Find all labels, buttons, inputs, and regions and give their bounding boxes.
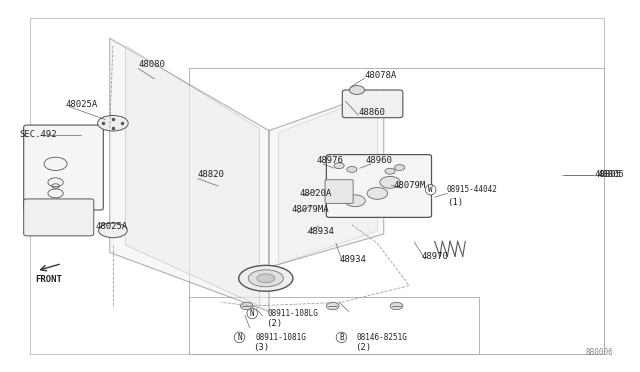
FancyBboxPatch shape bbox=[24, 125, 103, 210]
Ellipse shape bbox=[248, 270, 284, 287]
Text: 48970: 48970 bbox=[422, 251, 449, 261]
FancyBboxPatch shape bbox=[325, 180, 353, 203]
Text: N: N bbox=[237, 333, 242, 342]
Circle shape bbox=[241, 302, 253, 310]
Text: 48805: 48805 bbox=[597, 170, 624, 179]
Text: 08915-44042: 08915-44042 bbox=[446, 185, 497, 194]
Circle shape bbox=[394, 164, 404, 170]
Text: 48025A: 48025A bbox=[96, 222, 128, 231]
Text: 48934: 48934 bbox=[307, 227, 334, 235]
Circle shape bbox=[332, 184, 353, 196]
Text: 48860: 48860 bbox=[358, 108, 385, 117]
Text: 48079MA: 48079MA bbox=[291, 205, 329, 215]
Text: 08911-1081G: 08911-1081G bbox=[255, 333, 306, 342]
Circle shape bbox=[349, 86, 365, 94]
Ellipse shape bbox=[98, 115, 128, 131]
Ellipse shape bbox=[239, 265, 293, 291]
Text: 08911-108LG: 08911-108LG bbox=[268, 309, 319, 318]
Polygon shape bbox=[109, 38, 269, 311]
Ellipse shape bbox=[99, 223, 127, 238]
Text: FRONT: FRONT bbox=[36, 275, 63, 283]
Text: 48960: 48960 bbox=[366, 155, 393, 165]
Text: (1): (1) bbox=[447, 198, 463, 207]
Text: 48078A: 48078A bbox=[365, 71, 397, 80]
Text: 48020A: 48020A bbox=[300, 189, 332, 198]
Circle shape bbox=[380, 176, 400, 188]
Text: 48025A: 48025A bbox=[65, 100, 97, 109]
Bar bbox=[189, 68, 604, 354]
Circle shape bbox=[385, 168, 395, 174]
Text: 880006: 880006 bbox=[586, 347, 613, 357]
Text: 48934: 48934 bbox=[339, 255, 366, 264]
Circle shape bbox=[345, 195, 365, 207]
Text: 48079M: 48079M bbox=[394, 182, 426, 190]
Text: (2): (2) bbox=[355, 343, 371, 352]
Text: (3): (3) bbox=[253, 343, 269, 352]
Ellipse shape bbox=[257, 274, 275, 283]
Text: B: B bbox=[339, 333, 344, 342]
Circle shape bbox=[367, 187, 388, 199]
Text: N: N bbox=[250, 309, 255, 318]
Text: 48805: 48805 bbox=[594, 170, 621, 179]
FancyBboxPatch shape bbox=[342, 90, 403, 118]
Polygon shape bbox=[125, 46, 259, 306]
Text: (2): (2) bbox=[266, 319, 282, 328]
Circle shape bbox=[347, 166, 357, 172]
Text: 08146-8251G: 08146-8251G bbox=[357, 333, 408, 342]
Text: SEC.492: SEC.492 bbox=[19, 130, 57, 139]
Bar bbox=[30, 18, 604, 354]
Text: 48820: 48820 bbox=[198, 170, 225, 179]
FancyBboxPatch shape bbox=[24, 199, 94, 236]
FancyBboxPatch shape bbox=[326, 155, 431, 217]
Text: 48976: 48976 bbox=[317, 155, 344, 165]
Polygon shape bbox=[269, 90, 384, 267]
Circle shape bbox=[390, 302, 403, 310]
Circle shape bbox=[334, 163, 344, 169]
Text: W: W bbox=[428, 185, 433, 194]
Circle shape bbox=[326, 302, 339, 310]
Bar bbox=[189, 297, 479, 354]
Text: 48080: 48080 bbox=[138, 60, 165, 69]
Polygon shape bbox=[278, 94, 378, 264]
